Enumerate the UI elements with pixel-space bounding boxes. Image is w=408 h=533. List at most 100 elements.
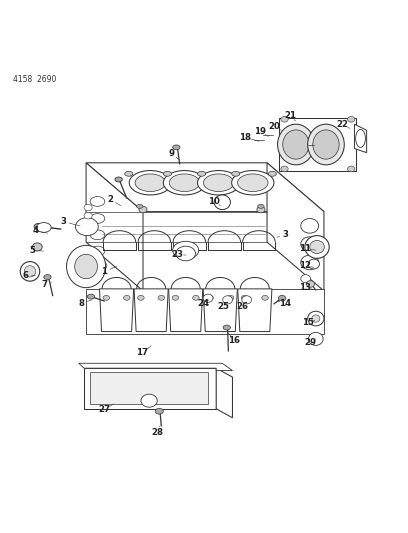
Polygon shape	[355, 124, 367, 152]
Polygon shape	[100, 289, 134, 332]
Text: 11: 11	[299, 244, 311, 253]
Ellipse shape	[232, 171, 240, 176]
Text: 6: 6	[22, 271, 28, 280]
Ellipse shape	[258, 204, 264, 208]
Ellipse shape	[193, 295, 199, 300]
Polygon shape	[279, 118, 357, 171]
Ellipse shape	[115, 177, 122, 182]
Polygon shape	[90, 372, 208, 404]
Ellipse shape	[163, 171, 206, 195]
Text: 4158  2690: 4158 2690	[13, 75, 56, 84]
Ellipse shape	[223, 325, 231, 330]
Ellipse shape	[197, 171, 206, 176]
Ellipse shape	[90, 197, 105, 206]
Ellipse shape	[32, 243, 42, 251]
Ellipse shape	[356, 130, 366, 147]
Ellipse shape	[125, 171, 133, 176]
Ellipse shape	[137, 295, 144, 300]
Text: 5: 5	[29, 246, 35, 255]
Ellipse shape	[308, 333, 323, 345]
Ellipse shape	[176, 246, 195, 261]
Ellipse shape	[223, 296, 233, 304]
Ellipse shape	[173, 145, 180, 150]
Text: 27: 27	[98, 405, 111, 414]
Ellipse shape	[301, 237, 319, 252]
Ellipse shape	[348, 166, 355, 172]
Ellipse shape	[257, 206, 265, 213]
Text: 13: 13	[299, 283, 311, 292]
Text: 4: 4	[32, 226, 38, 235]
Ellipse shape	[207, 295, 213, 300]
Ellipse shape	[84, 204, 92, 211]
Ellipse shape	[173, 241, 199, 259]
Ellipse shape	[237, 174, 268, 191]
Ellipse shape	[84, 213, 92, 219]
Ellipse shape	[241, 295, 248, 300]
Ellipse shape	[75, 217, 98, 236]
Polygon shape	[79, 364, 233, 370]
Ellipse shape	[87, 294, 95, 299]
Ellipse shape	[278, 295, 286, 301]
Ellipse shape	[139, 206, 147, 213]
Ellipse shape	[197, 171, 240, 195]
Ellipse shape	[163, 171, 171, 176]
Text: 8: 8	[78, 298, 84, 308]
Ellipse shape	[268, 171, 276, 176]
Ellipse shape	[308, 259, 319, 269]
Ellipse shape	[90, 214, 105, 223]
Text: 18: 18	[239, 133, 251, 142]
Ellipse shape	[301, 274, 310, 283]
Ellipse shape	[203, 294, 213, 302]
Ellipse shape	[277, 124, 314, 165]
Ellipse shape	[172, 295, 179, 300]
Ellipse shape	[204, 174, 234, 191]
Ellipse shape	[227, 295, 234, 300]
Polygon shape	[216, 368, 233, 418]
Ellipse shape	[305, 236, 329, 259]
Ellipse shape	[103, 295, 110, 300]
Text: 10: 10	[208, 197, 220, 206]
Ellipse shape	[232, 171, 274, 195]
Ellipse shape	[155, 408, 163, 414]
Ellipse shape	[169, 174, 200, 191]
Ellipse shape	[313, 130, 339, 159]
Ellipse shape	[129, 171, 171, 195]
Ellipse shape	[137, 204, 143, 208]
Text: 24: 24	[197, 300, 209, 309]
Text: 12: 12	[299, 261, 311, 270]
Text: 3: 3	[61, 217, 67, 227]
Text: 19: 19	[254, 127, 266, 136]
Polygon shape	[238, 289, 272, 332]
Ellipse shape	[348, 117, 355, 122]
Ellipse shape	[24, 265, 35, 277]
Ellipse shape	[44, 274, 51, 279]
Text: 28: 28	[151, 428, 163, 437]
Text: 2: 2	[107, 195, 113, 204]
Ellipse shape	[124, 295, 130, 300]
Ellipse shape	[281, 166, 288, 172]
Ellipse shape	[20, 262, 40, 281]
Ellipse shape	[90, 230, 105, 240]
Ellipse shape	[281, 117, 288, 122]
Ellipse shape	[301, 255, 319, 270]
Ellipse shape	[242, 296, 252, 304]
Ellipse shape	[308, 311, 324, 326]
Text: 14: 14	[279, 300, 291, 309]
Text: 15: 15	[302, 318, 314, 327]
Text: 17: 17	[136, 348, 148, 357]
Text: 3: 3	[282, 230, 288, 239]
Ellipse shape	[308, 124, 344, 165]
Polygon shape	[84, 368, 216, 409]
Text: 16: 16	[228, 336, 240, 345]
Polygon shape	[86, 289, 324, 334]
Ellipse shape	[301, 219, 319, 233]
Text: 21: 21	[284, 111, 296, 120]
Polygon shape	[203, 289, 237, 332]
Ellipse shape	[283, 130, 309, 159]
Ellipse shape	[36, 223, 51, 232]
Text: 9: 9	[169, 149, 175, 158]
Polygon shape	[86, 163, 324, 212]
Ellipse shape	[94, 261, 107, 271]
Ellipse shape	[34, 223, 43, 230]
Ellipse shape	[214, 195, 231, 209]
